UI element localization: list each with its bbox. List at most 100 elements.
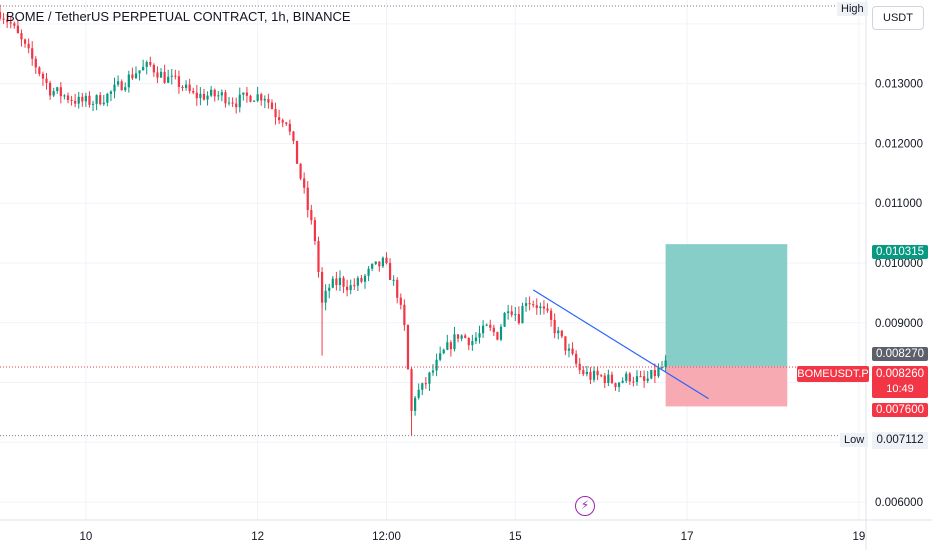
lightning-bolt-icon[interactable]: ⚡ [575, 496, 595, 516]
candle-body [142, 66, 145, 71]
candle-body [446, 342, 449, 350]
candle-body [202, 93, 206, 100]
candle-body [489, 324, 492, 328]
candle-body [184, 84, 188, 89]
candle-body [56, 87, 59, 92]
candle-body [549, 310, 553, 320]
candle-body [639, 376, 642, 378]
candle-body [356, 277, 359, 286]
candle-body [16, 25, 20, 34]
candle-body [41, 73, 45, 79]
candle-body [492, 327, 495, 333]
chart-overlays [0, 5, 866, 437]
candle-body [607, 374, 610, 384]
candle-body [456, 334, 460, 339]
candle-body [560, 330, 563, 337]
candle-body [328, 287, 331, 291]
candle-body [134, 73, 138, 79]
candle-body [177, 76, 181, 87]
candle-body [567, 348, 571, 351]
candle-body [535, 305, 538, 309]
low-value-label: 0.007112 [872, 432, 928, 449]
candle-body [331, 278, 334, 288]
candle-body [270, 102, 274, 109]
candles [0, 4, 667, 436]
position-tool[interactable] [665, 244, 788, 407]
candle-body [231, 102, 234, 104]
candle-body [63, 95, 66, 97]
candle-body [399, 297, 402, 305]
candle-body [256, 94, 259, 101]
candle-body [600, 375, 603, 377]
candle-body [138, 70, 141, 74]
candle-body [635, 376, 639, 382]
candle-body [77, 96, 80, 104]
candle-body [303, 178, 306, 188]
candle-body [249, 95, 252, 102]
candle-body [510, 311, 513, 315]
candle-body [213, 89, 216, 97]
candle-body [84, 95, 87, 102]
candle-body [478, 333, 481, 338]
candle-body [396, 279, 399, 298]
candle-body [381, 257, 385, 267]
candle-body [188, 84, 191, 92]
candle-body [313, 220, 317, 242]
candle-body [617, 382, 621, 388]
candle-body [38, 67, 41, 74]
candle-body [363, 275, 367, 282]
candle-body [421, 383, 424, 390]
candle-body [621, 380, 624, 383]
candle-body [27, 43, 30, 49]
candle-body [235, 103, 238, 108]
candle-body [646, 378, 649, 381]
candle-body [474, 337, 478, 342]
candle-body [88, 95, 91, 105]
candle-body [295, 140, 299, 164]
candle-body [263, 99, 266, 101]
candle-body [99, 95, 102, 105]
candle-body [238, 94, 241, 108]
time-tick-label: 12:00 [372, 531, 401, 543]
candle-body [388, 263, 392, 280]
candle-body [539, 306, 542, 309]
time-tick-label: 12 [251, 531, 264, 543]
candle-body [592, 370, 596, 380]
candle-body [496, 332, 499, 340]
candle-body [431, 370, 435, 373]
candle-body [517, 314, 520, 324]
candle-body [74, 100, 77, 104]
candle-body [471, 341, 474, 346]
candle-body [2, 18, 5, 20]
high-tag: High [837, 2, 868, 16]
trendline [532, 289, 709, 400]
candle-body [653, 370, 656, 377]
candle-body [499, 326, 503, 340]
currency-button[interactable]: USDT [872, 6, 924, 30]
candle-body [625, 373, 628, 381]
candle-body [120, 81, 123, 91]
candle-body [485, 324, 488, 326]
candle-body [342, 277, 345, 287]
candle-body [9, 22, 12, 24]
candle-body [274, 108, 277, 118]
candle-body [199, 93, 202, 99]
candle-body [95, 95, 98, 104]
candle-body [34, 58, 37, 68]
candle-body [317, 241, 320, 273]
candle-body [127, 74, 130, 88]
candle-body [156, 72, 159, 78]
candle-body [514, 314, 517, 316]
candle-body [48, 82, 52, 96]
candle-body [346, 286, 349, 291]
candle-body [610, 374, 614, 384]
candle-body [406, 325, 410, 370]
candle-body [113, 84, 116, 92]
candle-body [163, 71, 166, 83]
price-tick-label: 0.013000 [875, 79, 923, 91]
candle-body [503, 312, 506, 327]
candle-body [378, 261, 381, 267]
candle-body [320, 272, 324, 303]
